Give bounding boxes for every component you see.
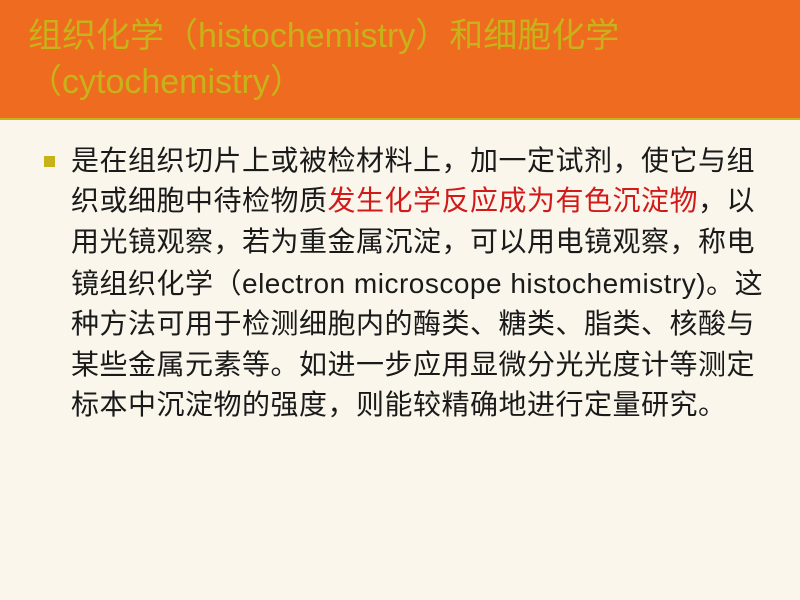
page-title: 组织化学（histochemistry）和细胞化学（cytochemistry） <box>28 14 772 106</box>
square-bullet-icon <box>44 156 55 167</box>
title-seg-1: 组织化学（ <box>28 18 198 55</box>
title-latin-2: cytochemistry <box>62 63 270 101</box>
title-latin-1: histochemistry <box>198 17 415 55</box>
body-paragraph: 是在组织切片上或被检材料上，加一定试剂，使它与组织或细胞中待检物质发生化学反应成… <box>71 142 772 427</box>
title-seg-5: ） <box>270 64 304 101</box>
body-latin: electron microscope histochemistry) <box>242 268 706 299</box>
content-area: 是在组织切片上或被检材料上，加一定试剂，使它与组织或细胞中待检物质发生化学反应成… <box>0 120 800 600</box>
bullet-item: 是在组织切片上或被检材料上，加一定试剂，使它与组织或细胞中待检物质发生化学反应成… <box>44 142 772 427</box>
title-bar: 组织化学（histochemistry）和细胞化学（cytochemistry） <box>0 0 800 120</box>
slide: 组织化学（histochemistry）和细胞化学（cytochemistry）… <box>0 0 800 600</box>
body-highlight: 发生化学反应成为有色沉淀物 <box>328 186 699 217</box>
